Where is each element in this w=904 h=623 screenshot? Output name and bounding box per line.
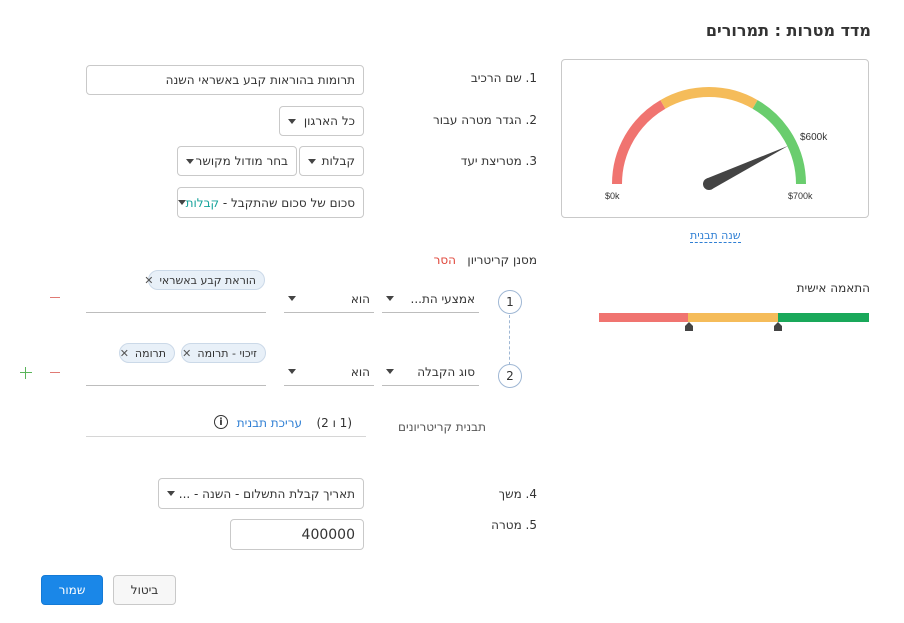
module-select[interactable]: קבלות bbox=[299, 146, 364, 176]
criteria-template-value: (1 ו 2) bbox=[316, 416, 352, 430]
plus-icon[interactable] bbox=[20, 367, 32, 379]
duration-value: תאריך קבלת התשלום - השנה - ... bbox=[178, 486, 355, 501]
criteria-chip[interactable]: תרומה ✕ bbox=[119, 343, 175, 363]
duration-label: 4. משך bbox=[498, 487, 537, 501]
personalization-label: התאמה אישית bbox=[796, 281, 870, 295]
goal-input[interactable]: 400000 bbox=[230, 519, 364, 550]
criteria-field-select[interactable]: אמצעי הת... bbox=[382, 285, 479, 313]
personalization-bar bbox=[599, 313, 869, 322]
criteria-field-select[interactable]: סוג הקבלה bbox=[382, 358, 479, 386]
close-icon[interactable]: ✕ bbox=[182, 346, 192, 360]
component-name-value: תרומות בהוראות קבע באשראי השנה bbox=[165, 73, 355, 87]
close-icon[interactable]: ✕ bbox=[144, 273, 154, 287]
caret-down-icon bbox=[386, 369, 394, 374]
component-name-label: 1. שם הרכיב bbox=[470, 71, 537, 85]
goal-label: 5. מטרה bbox=[491, 518, 537, 532]
gauge-segment-low bbox=[612, 100, 666, 185]
criteria-template-label: תבנית קריטריונים bbox=[398, 420, 486, 434]
caret-down-icon bbox=[288, 296, 296, 301]
remove-criteria-link[interactable]: הסר bbox=[433, 253, 456, 267]
module-value: קבלות bbox=[321, 154, 355, 168]
personalization-segment-green bbox=[778, 313, 869, 322]
criteria-value-field[interactable] bbox=[86, 285, 266, 313]
criteria-filter-label: מסנן קריטריון bbox=[467, 253, 537, 267]
criteria-chip[interactable]: הוראת קבע באשראי ✕ bbox=[144, 270, 265, 290]
caret-down-icon bbox=[386, 296, 394, 301]
aggregate-value: סכום של סכום שהתקבל - קבלות bbox=[185, 195, 355, 210]
gauge-card: $0k $700k $600k bbox=[561, 59, 869, 218]
gauge-needle-hub bbox=[703, 178, 715, 190]
criteria-chip[interactable]: זיכוי - תרומה ✕ bbox=[181, 343, 266, 363]
gauge-needle bbox=[706, 145, 789, 190]
aggregate-select[interactable]: סכום של סכום שהתקבל - קבלות bbox=[177, 187, 364, 218]
slider-handle[interactable] bbox=[774, 322, 783, 332]
criteria-operator-select[interactable]: הוא bbox=[284, 285, 374, 313]
info-icon[interactable]: i bbox=[214, 415, 228, 429]
minus-icon[interactable] bbox=[50, 297, 60, 298]
criteria-value-field[interactable] bbox=[86, 358, 266, 386]
goal-value: 400000 bbox=[301, 526, 355, 543]
caret-down-icon bbox=[167, 491, 175, 496]
minus-icon[interactable] bbox=[50, 372, 60, 373]
goal-for-label: 2. הגדר מטרה עבור bbox=[432, 113, 537, 127]
criteria-connector bbox=[509, 315, 510, 365]
change-template-link[interactable]: שנה תבנית bbox=[690, 229, 741, 243]
close-icon[interactable]: ✕ bbox=[119, 346, 129, 360]
caret-down-icon bbox=[288, 118, 296, 124]
slider-handle[interactable] bbox=[685, 322, 694, 332]
gauge-max-label: $700k bbox=[788, 191, 813, 201]
caret-down-icon bbox=[178, 200, 186, 205]
caret-down-icon bbox=[186, 158, 194, 164]
duration-select[interactable]: תאריך קבלת התשלום - השנה - ... bbox=[158, 478, 364, 509]
edit-template-link[interactable]: עריכת תבנית bbox=[236, 416, 302, 430]
goal-for-select[interactable]: כל הארגון bbox=[279, 106, 364, 136]
cancel-button[interactable]: ביטול bbox=[113, 575, 176, 605]
criteria-operator-select[interactable]: הוא bbox=[284, 358, 374, 386]
caret-down-icon bbox=[308, 158, 316, 164]
target-metric-label: 3. מטריצת יעד bbox=[460, 154, 537, 168]
criteria-number-1: 1 bbox=[498, 290, 522, 314]
gauge-segment-mid bbox=[660, 87, 758, 109]
gauge-min-label: $0k bbox=[605, 191, 620, 201]
personalization-segment-red bbox=[599, 313, 688, 322]
gauge-segment-high bbox=[752, 100, 806, 185]
save-button[interactable]: שמור bbox=[41, 575, 103, 605]
personalization-segment-yellow bbox=[688, 313, 778, 322]
gauge-chart: $0k $700k $600k bbox=[605, 87, 828, 201]
gauge-value-label: $600k bbox=[800, 132, 828, 143]
related-module-value: בחר מודול מקושר bbox=[195, 154, 288, 168]
criteria-template-field: (1 ו 2) עריכת תבנית i bbox=[86, 409, 366, 437]
related-module-select[interactable]: בחר מודול מקושר bbox=[177, 146, 297, 176]
criteria-number-2: 2 bbox=[498, 364, 522, 388]
caret-down-icon bbox=[288, 369, 296, 374]
page-title: מדד מטרות : תמרורים bbox=[705, 21, 871, 40]
component-name-input[interactable]: תרומות בהוראות קבע באשראי השנה bbox=[86, 65, 364, 95]
goal-for-value: כל הארגון bbox=[303, 114, 355, 128]
